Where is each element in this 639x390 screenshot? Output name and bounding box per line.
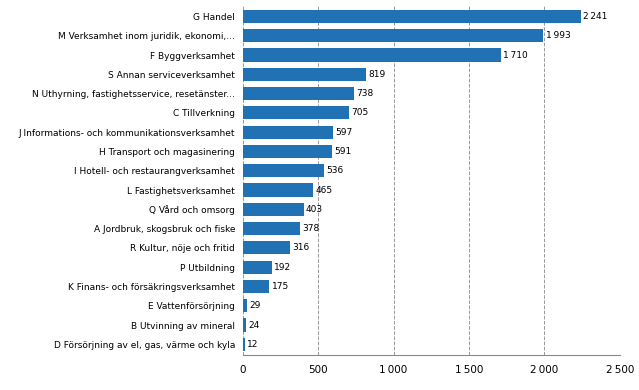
Bar (243, 338, 245, 351)
Text: 24: 24 (249, 321, 260, 330)
Bar (243, 183, 313, 197)
Bar (243, 203, 304, 216)
Text: 738: 738 (357, 89, 374, 98)
Text: 597: 597 (335, 128, 352, 136)
Text: 536: 536 (326, 166, 343, 175)
Bar (243, 106, 349, 119)
Text: 2 241: 2 241 (583, 12, 608, 21)
Text: 819: 819 (369, 70, 386, 79)
Bar (243, 145, 332, 158)
Bar (243, 68, 366, 81)
Bar (243, 319, 247, 332)
Text: 705: 705 (351, 108, 369, 117)
Bar (243, 29, 543, 42)
Text: 591: 591 (334, 147, 351, 156)
Text: 378: 378 (302, 224, 320, 233)
Text: 29: 29 (249, 301, 261, 310)
Bar (243, 48, 501, 62)
Bar (243, 280, 269, 293)
Bar (243, 10, 581, 23)
Text: 465: 465 (315, 186, 332, 195)
Text: 175: 175 (272, 282, 289, 291)
Bar (243, 299, 247, 312)
Text: 1 993: 1 993 (546, 31, 571, 40)
Bar (243, 164, 323, 177)
Bar (243, 261, 272, 274)
Text: 192: 192 (274, 262, 291, 272)
Text: 12: 12 (247, 340, 258, 349)
Bar (243, 222, 300, 235)
Bar (243, 87, 354, 100)
Text: 403: 403 (306, 205, 323, 214)
Text: 1 710: 1 710 (503, 51, 528, 60)
Bar (243, 241, 291, 254)
Text: 316: 316 (293, 243, 310, 252)
Bar (243, 126, 333, 139)
